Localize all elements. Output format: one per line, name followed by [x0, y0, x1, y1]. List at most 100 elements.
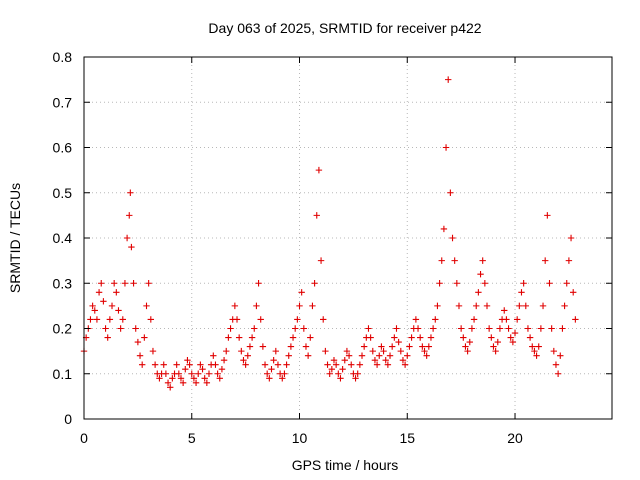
axis-ticks: [83, 56, 612, 420]
data-point: [371, 356, 379, 364]
data-point: [141, 334, 148, 341]
data-point: [416, 334, 424, 341]
data-point: [516, 302, 523, 310]
data-point: [386, 352, 394, 359]
data-point: [537, 325, 545, 332]
data-point: [244, 352, 251, 359]
data-point: [322, 347, 329, 355]
data-point: [287, 343, 295, 350]
data-point: [332, 361, 340, 368]
data-point: [552, 361, 560, 368]
data-point: [339, 366, 346, 373]
data-point: [445, 76, 452, 83]
data-point: [91, 307, 98, 314]
data-point: [98, 280, 105, 287]
x-tick-label: 0: [80, 430, 88, 446]
data-point: [397, 347, 404, 355]
data-point: [460, 334, 467, 341]
x-tick-label: 5: [188, 430, 196, 446]
data-point: [197, 361, 204, 368]
y-tick-label: 0.7: [53, 94, 73, 110]
data-point: [110, 280, 118, 287]
y-tick-label: 0: [64, 411, 72, 427]
y-tick-label: 0.5: [53, 185, 73, 201]
y-axis-label: SRMTID / TECUs: [7, 183, 23, 293]
data-point: [205, 370, 213, 377]
data-point: [388, 343, 396, 350]
data-point: [518, 289, 525, 296]
data-point: [429, 325, 437, 332]
data-point: [529, 343, 536, 350]
data-point: [414, 325, 422, 332]
data-point: [360, 343, 368, 350]
data-point: [113, 289, 120, 296]
data-point: [447, 189, 454, 196]
data-point: [298, 289, 305, 296]
data-point: [382, 356, 389, 364]
data-point: [268, 366, 275, 373]
data-point: [235, 334, 243, 341]
data-point: [261, 361, 269, 368]
data-point: [179, 379, 187, 386]
data-point: [425, 343, 433, 350]
data-point: [337, 375, 344, 382]
data-point: [384, 361, 392, 368]
data-point: [106, 316, 114, 323]
data-point: [138, 361, 146, 368]
data-point: [253, 302, 260, 310]
data-point: [87, 316, 94, 323]
data-point: [449, 234, 456, 242]
data-point: [455, 302, 463, 310]
data-point: [123, 234, 131, 242]
data-point: [100, 298, 107, 305]
data-point: [121, 280, 129, 287]
data-point: [296, 302, 303, 310]
data-point: [128, 243, 135, 251]
y-tick-label: 0.1: [53, 366, 73, 382]
data-points: [80, 76, 579, 391]
data-point: [399, 356, 407, 364]
x-tick-labels: 0 5 10 15 20: [80, 430, 523, 446]
data-point: [539, 302, 547, 310]
data-point: [248, 334, 256, 341]
data-point: [143, 302, 150, 310]
data-point: [324, 361, 331, 368]
data-point: [464, 347, 471, 355]
data-point: [300, 325, 308, 332]
data-point: [354, 370, 361, 377]
x-axis-label: GPS time / hours: [292, 457, 399, 473]
y-tick-label: 0.6: [53, 140, 73, 156]
data-point: [509, 338, 517, 346]
data-point: [330, 356, 338, 364]
data-point: [320, 316, 327, 323]
data-point: [214, 370, 221, 377]
data-point: [294, 316, 301, 323]
data-point: [195, 370, 202, 377]
data-point: [281, 370, 288, 377]
data-point: [496, 325, 504, 332]
data-point: [466, 338, 473, 346]
data-point: [169, 375, 176, 382]
data-point: [438, 257, 445, 264]
data-point: [104, 334, 111, 341]
data-point: [151, 361, 159, 368]
data-point: [391, 334, 398, 341]
data-point: [485, 325, 493, 332]
data-point: [378, 343, 385, 350]
data-point: [335, 370, 342, 377]
data-point: [548, 325, 555, 332]
data-point: [285, 352, 292, 359]
data-point: [436, 280, 443, 287]
data-point: [164, 379, 172, 386]
data-point: [341, 356, 348, 364]
data-point: [218, 366, 226, 373]
data-point: [93, 316, 101, 323]
data-point: [522, 302, 529, 310]
data-point: [259, 343, 267, 350]
data-point: [343, 347, 351, 355]
data-point: [292, 325, 299, 332]
data-point: [162, 370, 170, 377]
data-point: [526, 334, 534, 341]
data-point: [468, 325, 476, 332]
